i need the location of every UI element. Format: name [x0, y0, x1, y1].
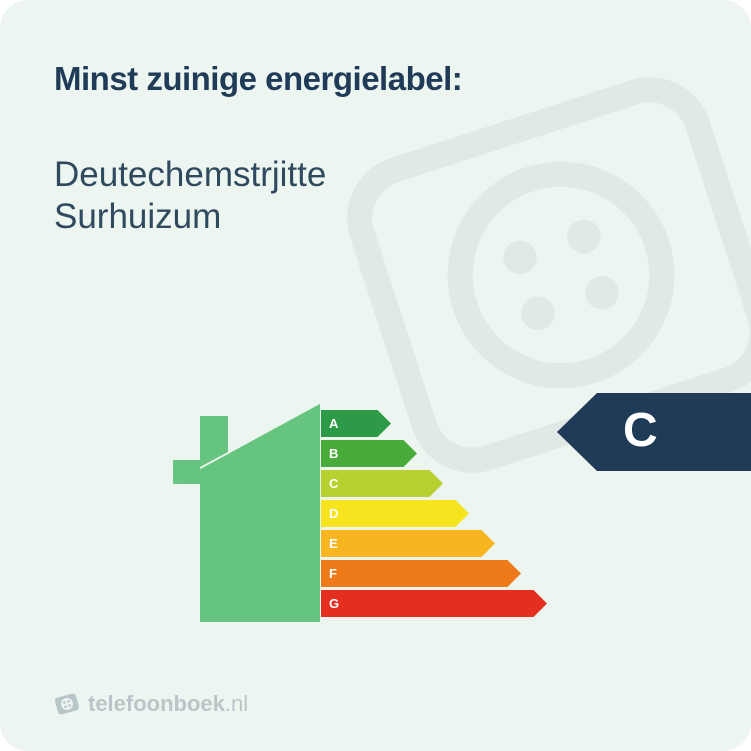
energy-label-card: Minst zuinige energielabel: Deutechemstr… [0, 0, 751, 751]
phonebook-icon [51, 688, 83, 720]
pointer-letter: C [623, 403, 658, 458]
bar-shape [321, 470, 443, 497]
energy-bar-e: E [321, 530, 547, 557]
bar-letter: C [329, 476, 338, 491]
bar-shape [321, 530, 495, 557]
energy-bar-d: D [321, 500, 547, 527]
energy-bar-c: C [321, 470, 547, 497]
house-icon [160, 404, 320, 626]
rating-pointer: C [557, 393, 751, 471]
bar-letter: A [329, 416, 338, 431]
bar-letter: D [329, 506, 338, 521]
bar-letter: F [329, 566, 337, 581]
bar-letter: B [329, 446, 338, 461]
bar-shape [321, 500, 469, 527]
footer-brand-name: telefoonboek [88, 691, 225, 716]
bar-letter: G [329, 596, 339, 611]
energy-bar-g: G [321, 590, 547, 617]
energy-bar-a: A [321, 410, 547, 437]
bar-letter: E [329, 536, 338, 551]
footer-text: telefoonboek.nl [88, 691, 248, 717]
card-subtitle: Deutechemstrjitte Surhuizum [54, 154, 697, 238]
card-title: Minst zuinige energielabel: [54, 60, 697, 98]
subtitle-line1: Deutechemstrjitte [54, 154, 697, 196]
bar-shape [321, 590, 547, 617]
bar-shape [321, 560, 521, 587]
footer-brand: telefoonboek.nl [54, 691, 248, 717]
footer-tld: .nl [225, 691, 248, 716]
subtitle-line2: Surhuizum [54, 196, 697, 238]
energy-bar-f: F [321, 560, 547, 587]
energy-bar-b: B [321, 440, 547, 467]
energy-bars: ABCDEFG [321, 410, 547, 620]
